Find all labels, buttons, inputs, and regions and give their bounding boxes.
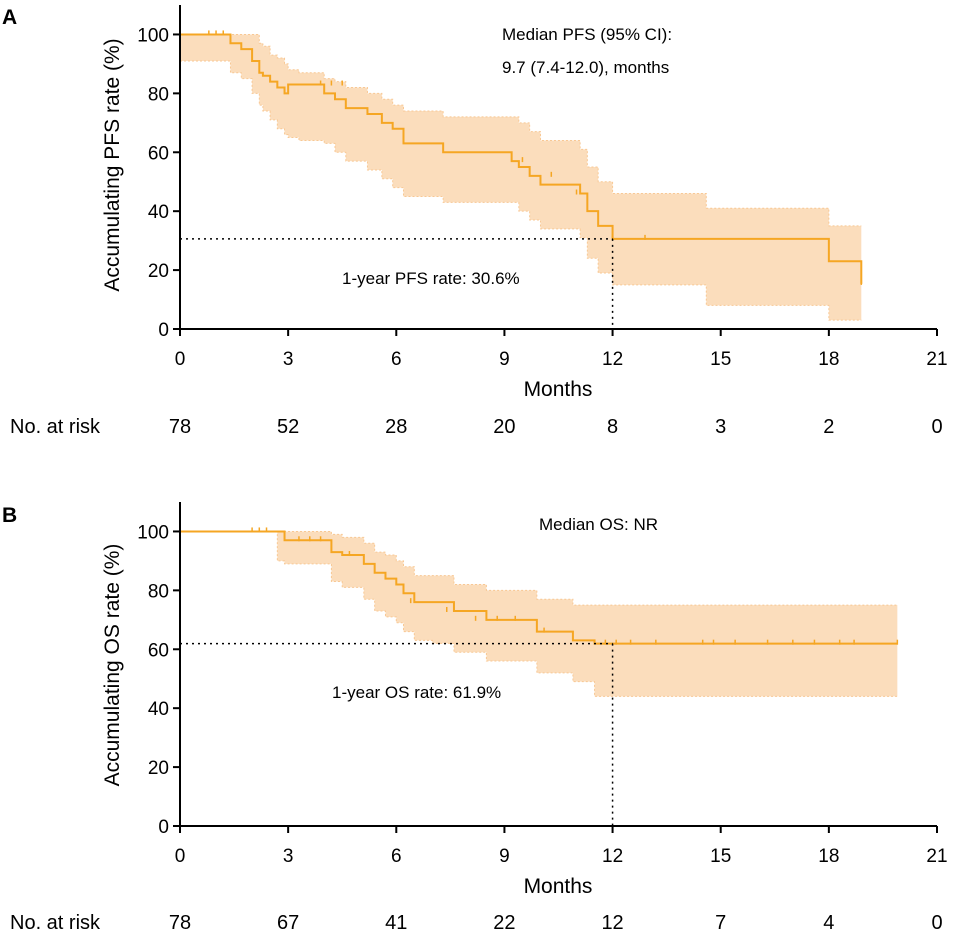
os-risk-value: 12 [601,912,623,934]
pfs-risk-value: 0 [931,416,942,438]
pfs-x-tick-label: 9 [499,349,510,370]
pfs-median-line2: 9.7 (7.4-12.0), months [502,58,669,77]
pfs-ci-upper-edge [180,33,862,227]
pfs-y-tick-label: 0 [158,320,169,341]
pfs-x-tick-label: 3 [283,349,294,370]
os-y-tick-label: 0 [158,817,169,838]
panel-b-label: B [2,504,17,527]
os-ci-upper-edge [180,530,898,606]
pfs-y-axis-title: Accumulating PFS rate (%) [101,38,124,291]
pfs-x-tick-label: 12 [602,349,623,370]
os-y-tick-label: 60 [148,640,169,661]
pfs-reference-lines [180,238,614,329]
pfs-ci-lower-edge [180,60,862,321]
os-x-tick-label: 6 [391,846,402,867]
pfs-x-tick-labels: 0 3 6 9 12 15 18 21 [175,349,948,370]
pfs-risk-value: 52 [277,416,299,438]
pfs-y-tick-label: 80 [148,84,169,105]
os-survival-line [180,530,898,645]
pfs-y-tick-label: 100 [137,25,169,46]
os-x-tick-label: 12 [602,846,623,867]
pfs-risk-value: 78 [169,416,191,438]
os-x-tick-label: 9 [499,846,510,867]
pfs-median-line1: Median PFS (95% CI): [502,25,672,44]
os-risk-value: 41 [385,912,407,934]
pfs-x-axis-title: Months [524,378,593,401]
os-reference-lines [180,642,614,826]
os-x-tick-label: 15 [710,846,731,867]
pfs-x-tick-label: 6 [391,349,402,370]
os-risk-value: 7 [715,912,726,934]
pfs-one-year-label: 1-year PFS rate: 30.6% [342,269,520,288]
pfs-risk-value: 28 [385,416,407,438]
os-axes [173,502,938,833]
pfs-risk-value: 20 [493,416,515,438]
pfs-risk-value: 3 [715,416,726,438]
os-y-axis-title: Accumulating OS rate (%) [101,544,124,787]
os-ci-band [180,530,898,697]
pfs-risk-value: 2 [823,416,834,438]
os-risk-value: 0 [931,912,942,934]
os-risk-table: 78 67 41 22 12 7 4 0 [169,912,943,934]
os-median-label: Median OS: NR [539,515,658,534]
pfs-survival-line [180,33,863,284]
pfs-x-tick-label: 0 [175,349,186,370]
pfs-y-tick-labels: 0 20 40 60 80 100 [137,25,169,341]
pfs-x-tick-label: 18 [818,349,839,370]
os-y-tick-labels: 0 20 40 60 80 100 [137,522,169,838]
os-curve [180,527,899,645]
pfs-x-tick-label: 15 [710,349,731,370]
pfs-ci-area [180,34,862,321]
os-x-tick-label: 21 [926,846,947,867]
os-y-tick-label: 40 [148,699,169,720]
os-risk-value: 22 [493,912,515,934]
pfs-risk-table: 78 52 28 20 8 3 2 0 [169,416,943,438]
os-risk-value: 78 [169,912,191,934]
pfs-y-tick-label: 20 [148,261,169,282]
pfs-x-tick-label: 21 [926,349,947,370]
panel-a-label: A [2,6,17,29]
os-y-tick-label: 20 [148,758,169,779]
pfs-axes [173,5,938,336]
os-x-tick-label: 3 [283,846,294,867]
os-risk-value: 67 [277,912,299,934]
pfs-ci-band [180,33,862,321]
pfs-risk-value: 8 [607,416,618,438]
os-one-year-label: 1-year OS rate: 61.9% [332,683,501,702]
os-y-tick-label: 100 [137,522,169,543]
pfs-risk-table-label: No. at risk [10,416,101,438]
os-risk-value: 4 [823,912,834,934]
os-y-tick-label: 80 [148,581,169,602]
os-x-axis-title: Months [524,875,593,898]
os-x-tick-labels: 0 3 6 9 12 15 18 21 [175,846,948,867]
os-ci-area [180,531,898,697]
pfs-y-tick-label: 60 [148,143,169,164]
os-x-tick-label: 0 [175,846,186,867]
os-x-tick-label: 18 [818,846,839,867]
pfs-y-tick-label: 40 [148,202,169,223]
os-risk-table-label: No. at risk [10,912,101,934]
os-ci-lower-edge [180,530,898,697]
